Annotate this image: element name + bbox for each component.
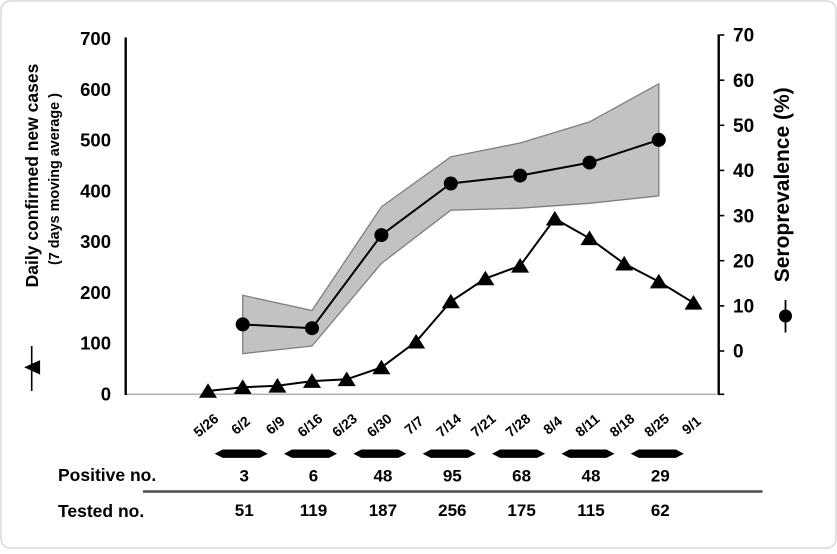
svg-text:6: 6 [309,467,318,486]
svg-text:Daily confirmed new cases: Daily confirmed new cases [22,63,42,287]
svg-text:200: 200 [80,282,111,303]
svg-text:51: 51 [235,501,254,520]
svg-text:175: 175 [507,501,535,520]
svg-text:10: 10 [733,297,754,318]
svg-text:187: 187 [369,501,397,520]
svg-text:20: 20 [733,251,754,272]
svg-text:50: 50 [733,116,754,137]
svg-text:115: 115 [577,501,604,520]
svg-text:48: 48 [373,467,392,486]
svg-text:119: 119 [300,501,327,520]
svg-text:29: 29 [651,467,670,486]
svg-text:48: 48 [582,467,601,486]
svg-text:40: 40 [733,161,754,182]
svg-text:(7 days moving average ): (7 days moving average ) [47,93,63,265]
svg-text:60: 60 [733,71,754,92]
svg-text:Seroprevalence (%): Seroprevalence (%) [771,87,794,282]
svg-text:62: 62 [651,501,670,520]
svg-text:256: 256 [438,501,466,520]
svg-text:0: 0 [733,342,744,363]
svg-text:30: 30 [733,206,754,227]
svg-text:68: 68 [512,467,531,486]
svg-text:3: 3 [239,467,248,486]
svg-text:400: 400 [80,180,111,201]
svg-text:700: 700 [80,28,111,49]
svg-text:300: 300 [80,231,111,252]
svg-text:95: 95 [443,467,462,486]
svg-text:600: 600 [80,79,111,100]
svg-text:70: 70 [733,26,754,47]
svg-text:0: 0 [101,384,111,405]
svg-text:Tested no.: Tested no. [58,501,144,521]
svg-text:Positive no.: Positive no. [58,465,156,485]
svg-text:500: 500 [80,130,111,151]
svg-text:100: 100 [80,333,111,354]
